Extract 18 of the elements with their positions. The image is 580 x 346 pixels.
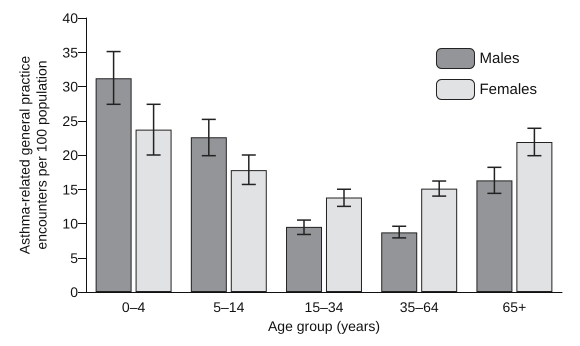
legend-label: Females (479, 81, 538, 98)
x-tick-label: 35–64 (400, 299, 439, 315)
x-tick-label: 15–34 (304, 299, 344, 315)
y-tick-label: 30 (62, 78, 78, 94)
y-tick-label: 15 (62, 181, 78, 198)
y-tick-label: 10 (62, 216, 78, 232)
y-tick-label: 5 (70, 250, 78, 266)
x-tick-label: 5–14 (213, 299, 245, 315)
y-tick-label: 40 (62, 10, 78, 26)
y-tick-label: 35 (62, 44, 78, 60)
legend-label: Males (479, 50, 520, 67)
x-tick-label: 65+ (502, 299, 526, 315)
x-tick-label: 0–4 (122, 299, 146, 315)
y-tick-label: 25 (62, 112, 78, 129)
y-tick-label: 20 (62, 147, 78, 163)
y-tick-label: 0 (70, 284, 78, 300)
x-axis-title: Age group (years) (268, 318, 380, 334)
y-axis-title: Asthma-related general practice encounters per 100 population (16, 56, 50, 254)
